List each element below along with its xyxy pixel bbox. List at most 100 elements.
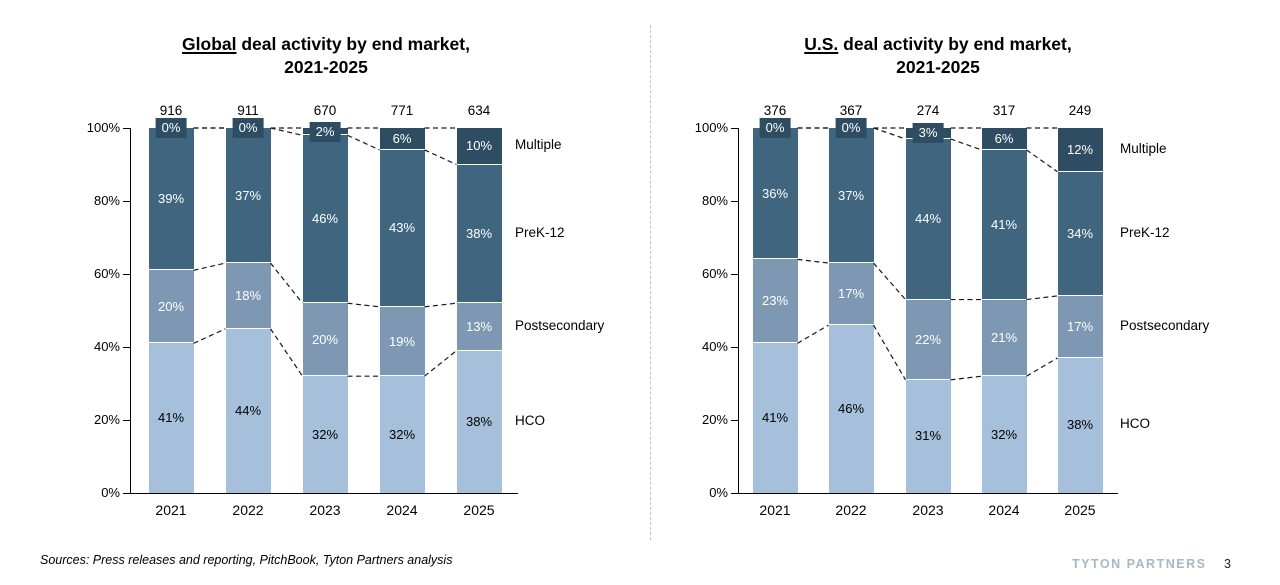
y-tick xyxy=(123,347,130,349)
segment-label: 46% xyxy=(837,401,865,417)
y-tick-label: 60% xyxy=(701,266,728,281)
segment-label: 34% xyxy=(1066,225,1094,241)
segment-label: 31% xyxy=(914,428,942,444)
bar-segment-hco xyxy=(148,343,194,493)
x-axis xyxy=(130,493,518,495)
y-tick-label: 20% xyxy=(701,412,728,427)
segment-label: 38% xyxy=(1066,417,1094,433)
y-tick xyxy=(731,347,738,349)
legend-label-postsecondary: Postsecondary xyxy=(1120,317,1210,333)
segment-label: 20% xyxy=(311,331,339,347)
legend-label-prek-12: PreK-12 xyxy=(1120,224,1170,240)
x-axis-label: 2023 xyxy=(309,502,341,518)
bar-segment-multiple xyxy=(379,128,425,150)
y-tick-label: 80% xyxy=(701,193,728,208)
bar-segment-hco xyxy=(302,376,348,493)
legend-label-multiple: Multiple xyxy=(515,137,562,153)
bar-total: 916 xyxy=(159,103,183,118)
bar-segment-hco xyxy=(225,328,271,493)
bar-total: 249 xyxy=(1068,103,1092,118)
segment-label: 3% xyxy=(912,123,944,144)
title-underlined-word: Global xyxy=(182,34,237,54)
segment-label: 39% xyxy=(157,191,185,207)
segment-label: 13% xyxy=(465,318,493,334)
x-axis-label: 2024 xyxy=(386,502,418,518)
y-tick xyxy=(731,493,738,495)
segment-label: 20% xyxy=(157,298,185,314)
segment-label: 18% xyxy=(234,287,262,303)
y-tick-label: 80% xyxy=(93,193,120,208)
bar-segment-prek-12 xyxy=(225,128,271,264)
sources-note: Sources: Press releases and reporting, P… xyxy=(40,553,453,567)
y-tick-label: 0% xyxy=(101,485,120,500)
y-tick xyxy=(731,201,738,203)
segment-label: 0% xyxy=(155,118,187,138)
bar-total: 670 xyxy=(313,103,337,118)
bar-segment-postsecondary xyxy=(752,259,798,344)
legend-label-prek-12: PreK-12 xyxy=(515,224,565,240)
series-connector-lines xyxy=(193,127,457,377)
tyton-partners-logo: TYTON PARTNERS xyxy=(1072,557,1207,571)
segment-label: 12% xyxy=(1066,141,1094,157)
segment-label: 17% xyxy=(837,286,865,302)
x-axis-label: 2022 xyxy=(232,502,264,518)
bar-segment-postsecondary xyxy=(981,299,1027,377)
bar-segment-postsecondary xyxy=(148,270,194,344)
segment-label: 37% xyxy=(234,187,262,203)
segment-label: 0% xyxy=(232,118,264,138)
bar-segment-prek-12 xyxy=(456,164,502,304)
bar-total: 911 xyxy=(237,103,259,118)
y-tick xyxy=(731,420,738,422)
y-tick-label: 0% xyxy=(709,485,728,500)
title-rest: deal activity by end market, xyxy=(236,34,470,54)
segment-label: 23% xyxy=(761,293,789,309)
legend-label-multiple: Multiple xyxy=(1120,140,1167,156)
title-rest: deal activity by end market, xyxy=(838,34,1072,54)
segment-label: 38% xyxy=(465,225,493,241)
segment-label: 0% xyxy=(759,118,791,138)
x-axis-label: 2022 xyxy=(835,502,867,518)
title-underlined-word: U.S. xyxy=(804,34,839,54)
segment-label: 44% xyxy=(914,211,942,227)
bar-total: 376 xyxy=(763,103,787,118)
bar-segment-prek-12 xyxy=(905,138,951,300)
segment-label: 21% xyxy=(990,329,1018,345)
segment-label: 17% xyxy=(1066,318,1094,334)
y-tick-label: 40% xyxy=(701,339,728,354)
x-axis xyxy=(738,493,1118,495)
bar-segment-prek-12 xyxy=(752,128,798,260)
legend-label-hco: HCO xyxy=(515,412,545,428)
segment-label: 41% xyxy=(990,216,1018,232)
segment-label: 41% xyxy=(157,410,185,426)
bar-total: 771 xyxy=(390,103,414,118)
y-tick xyxy=(123,493,130,495)
segment-label: 32% xyxy=(388,426,416,442)
segment-label: 38% xyxy=(465,413,493,429)
bar-segment-postsecondary xyxy=(905,299,951,380)
bar-segment-prek-12 xyxy=(828,128,874,264)
segment-label: 32% xyxy=(311,426,339,442)
bar-segment-prek-12 xyxy=(302,135,348,304)
bar-segment-hco xyxy=(456,350,502,493)
bar-segment-hco xyxy=(905,379,951,493)
chart-title-global: Global deal activity by end market, 2021… xyxy=(96,33,556,79)
bar-segment-hco xyxy=(828,325,874,493)
bar-segment-postsecondary xyxy=(828,263,874,326)
y-tick-label: 20% xyxy=(93,412,120,427)
bar-segment-prek-12 xyxy=(148,128,194,271)
y-tick-label: 40% xyxy=(93,339,120,354)
bar-segment-hco xyxy=(1057,357,1103,493)
bar-segment-postsecondary xyxy=(1057,295,1103,358)
bar-total: 634 xyxy=(467,103,491,118)
bar-segment-prek-12 xyxy=(981,149,1027,300)
chart-title-us: U.S. deal activity by end market, 2021-2… xyxy=(708,33,1168,79)
page-number: 3 xyxy=(1224,557,1231,571)
series-connector-lines xyxy=(797,127,1058,381)
legend-label-postsecondary: Postsecondary xyxy=(515,317,605,333)
bar-segment-prek-12 xyxy=(1057,171,1103,296)
x-axis-label: 2021 xyxy=(759,502,791,518)
legend-label-hco: HCO xyxy=(1120,416,1150,432)
x-axis-label: 2025 xyxy=(463,502,495,518)
bar-total: 367 xyxy=(839,103,863,118)
